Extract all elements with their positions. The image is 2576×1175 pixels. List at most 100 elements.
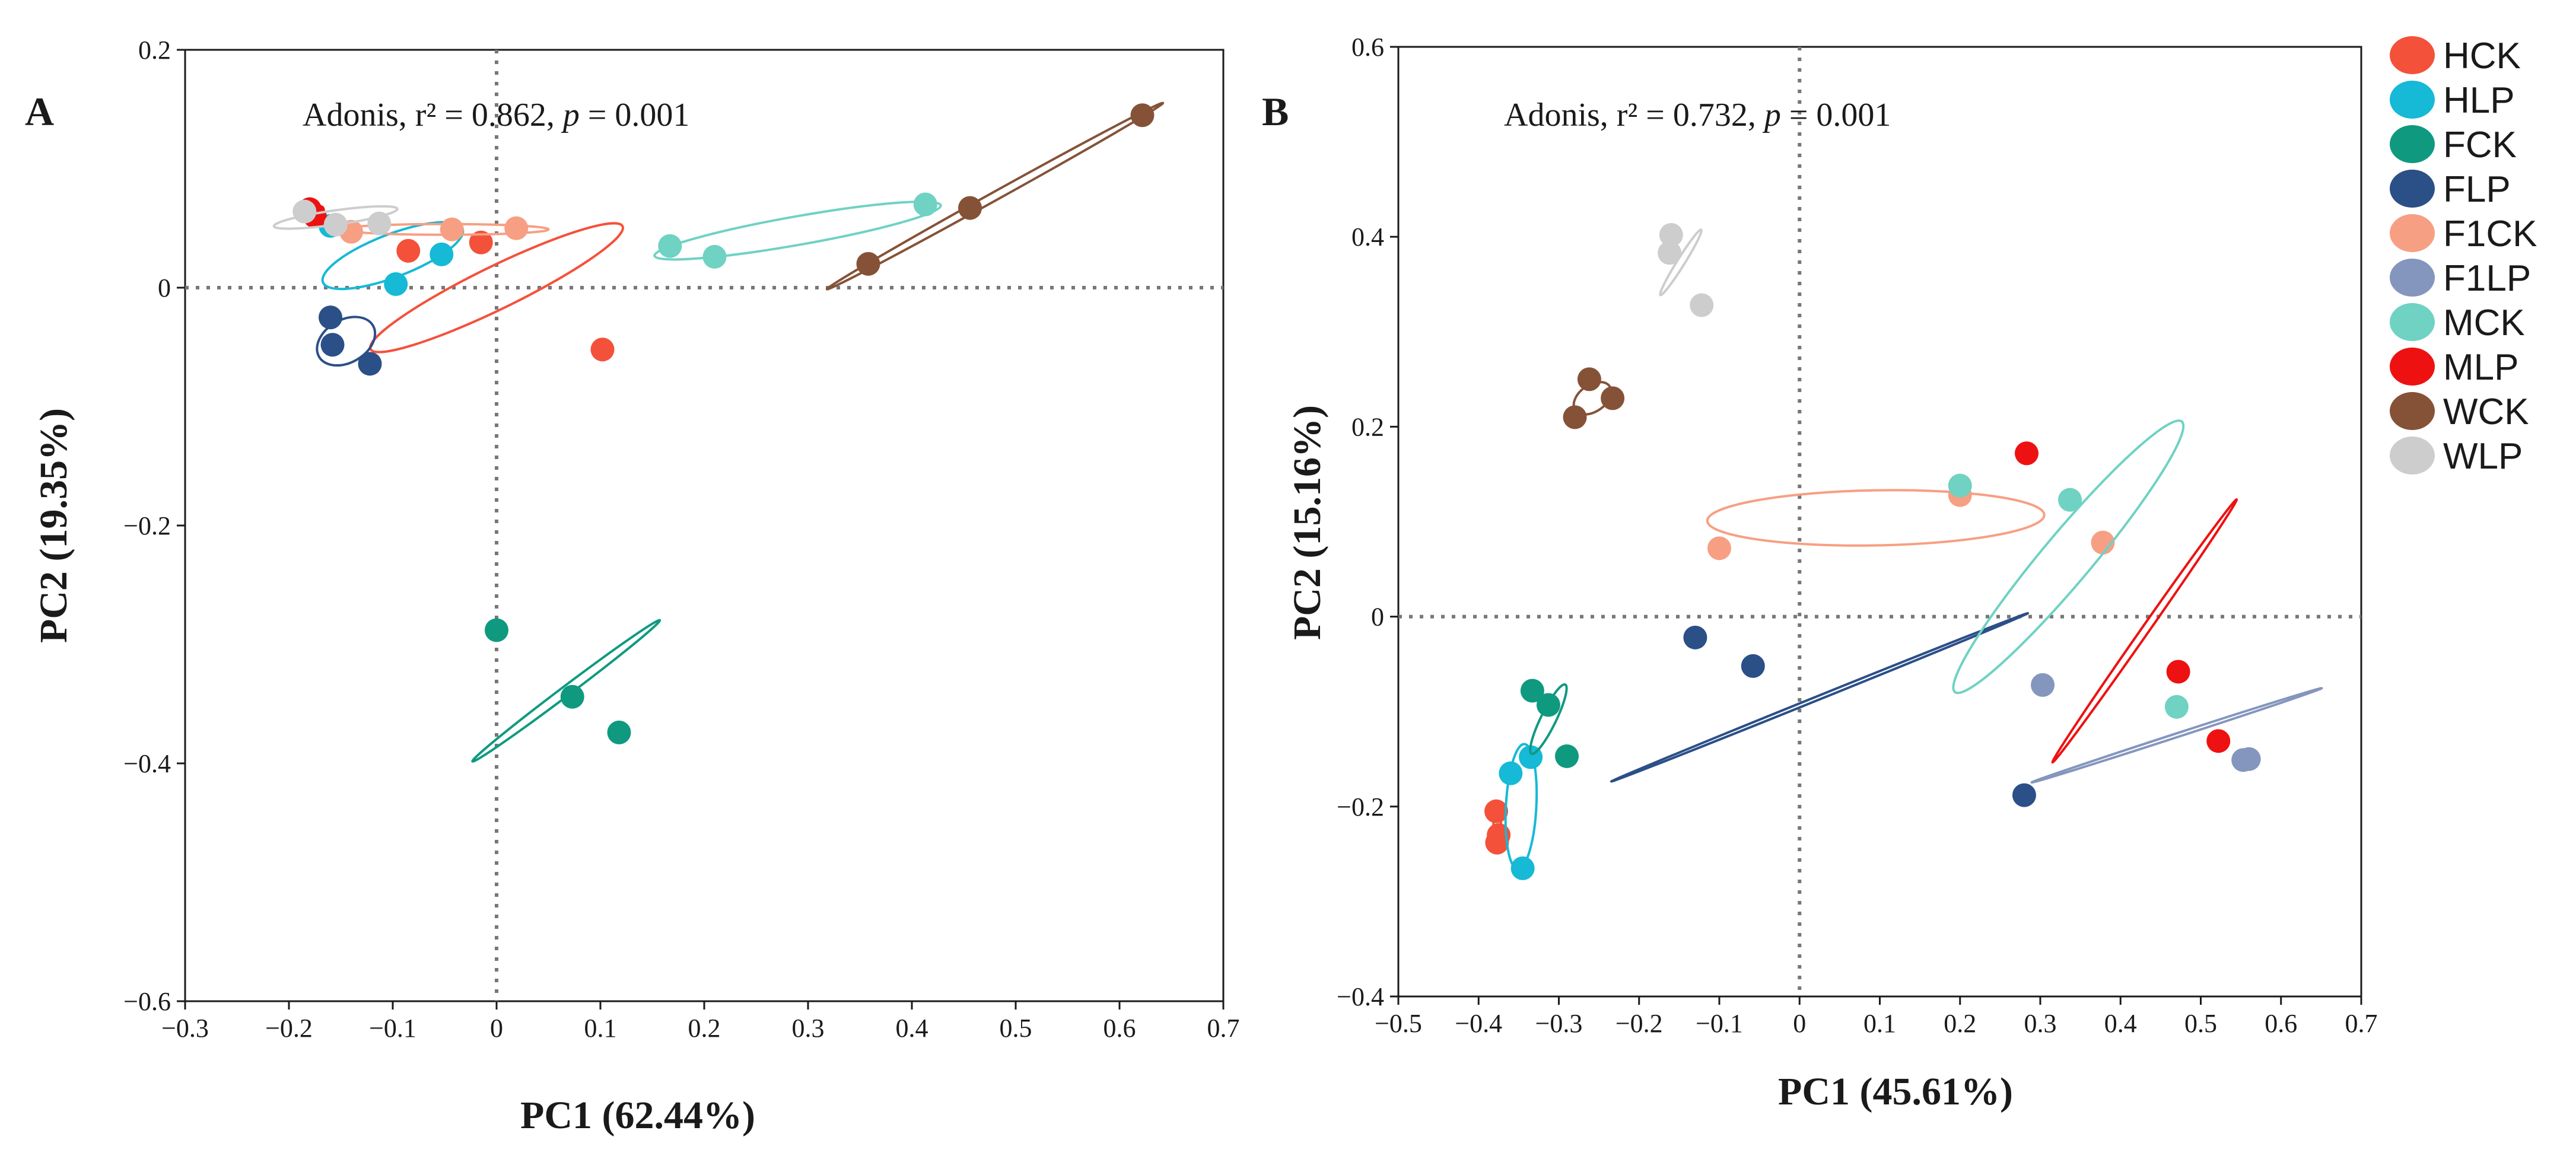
panel-a: −0.3 −0.2 −0.1 0 0.1 0.2 0.3 0.4 0.5 0.6 0.7 0.2 0 −0… [25,36,1240,1137]
data-point-wlp [323,212,348,237]
x-tick-label: −0.2 [265,1014,313,1043]
data-point-mck [1948,473,1972,498]
y-tick-label: −0.2 [123,511,171,540]
y-tick-label: −0.2 [1337,792,1384,821]
data-point-f1ck [504,216,529,240]
legend-label-wlp: WLP [2443,436,2523,477]
series-wlp [1658,222,1714,317]
y-tick-label: −0.6 [123,987,171,1016]
data-point-fck [560,684,584,709]
legend-marker-flp [2390,170,2435,208]
confidence-ellipse-mck [1952,419,2185,695]
data-point-flp [1683,625,1707,649]
panel-letter: A [25,89,54,134]
confidence-ellipse-mlp [2051,498,2238,764]
data-point-mck [702,244,727,269]
legend-marker-mck [2390,303,2435,341]
adonis-annotation: Adonis, r² = 0.732, p = 0.001 [1504,97,1891,133]
series-mlp [2015,441,2238,764]
series-hck [1484,799,1511,855]
legend-marker-wck [2390,392,2435,430]
x-tick-label: 0 [1793,1009,1806,1038]
data-point-wlp [1658,241,1682,265]
x-tick-label: 0.3 [2024,1009,2057,1038]
data-point-mck [913,192,937,216]
data-point-flp [320,333,345,357]
data-point-flp [319,305,342,330]
y-tick-label: 0.2 [138,36,171,65]
x-tick-label: 0.1 [1863,1009,1896,1038]
x-tick-label: 0.1 [584,1014,617,1043]
x-tick-label: −0.3 [161,1014,209,1043]
annotation-suffix: = 0.001 [580,97,690,133]
legend-marker-f1ck [2390,214,2435,252]
series-hck [369,222,624,362]
data-point-fck [1536,693,1560,717]
y-tick-label: −0.4 [123,749,171,778]
data-point-mck [2058,488,2082,512]
data-point-hlp [1499,761,1523,785]
legend-marker-hlp [2390,81,2435,119]
legend-label-hlp: HLP [2443,80,2515,121]
confidence-ellipse-mck [653,200,942,261]
x-tick-label: −0.4 [1455,1009,1502,1038]
legend-label-fck: FCK [2443,125,2517,165]
x-tick-label: 0.6 [2265,1009,2297,1038]
x-tick-label: −0.2 [1615,1009,1663,1038]
x-tick-label: −0.3 [1535,1009,1583,1038]
y-tick-label: 0.2 [1351,412,1384,441]
y-tick-label: 0 [158,273,171,302]
data-point-wlp [1690,293,1714,317]
x-tick-label: −0.5 [1375,1009,1422,1038]
series-mck [1948,419,2189,719]
x-tick-label: 0 [490,1014,503,1043]
legend-label-flp: FLP [2443,169,2511,210]
data-point-hlp [1510,856,1535,880]
annotation-p: p [561,97,580,133]
x-tick-label: 0.3 [792,1014,825,1043]
data-point-hck [1484,799,1509,823]
legend-label-mck: MCK [2443,302,2525,343]
data-point-hck [1485,830,1509,855]
x-tick-label: 0.5 [2184,1009,2217,1038]
confidence-ellipse-f1lp [2030,687,2323,784]
data-point-flp [358,352,382,376]
data-point-mlp [2166,660,2190,684]
x-tick-label: 0.5 [1000,1014,1032,1043]
data-point-mck [2164,695,2189,719]
y-tick-label: 0.6 [1351,33,1384,62]
x-tick-label: 0.7 [1207,1014,1240,1043]
legend-label-hck: HCK [2443,36,2521,77]
y-tick-label: 0 [1371,603,1384,632]
data-point-mck [658,234,682,258]
x-axis-label: PC1 (62.44%) [520,1094,755,1137]
confidence-ellipse-fck [1529,683,1568,756]
series-wck [825,101,1165,291]
data-point-flp [1741,654,1765,678]
legend-marker-f1lp [2390,259,2435,297]
y-tick-label: 0.4 [1351,222,1384,251]
y-axis-label: PC2 (15.16%) [1286,405,1329,640]
legend-marker-wlp [2390,437,2435,475]
legend-marker-mlp [2390,348,2435,386]
data-point-fck [1555,744,1579,768]
data-point-wck [958,196,982,220]
confidence-ellipse-f1ck [1706,489,2046,547]
legend-label-wck: WCK [2443,391,2529,432]
data-point-hck [469,230,493,254]
data-point-f1lp [2237,747,2261,771]
data-point-wck [1130,103,1155,128]
data-point-flp [2012,783,2036,807]
data-point-f1lp [2031,673,2055,697]
series-wlp [272,199,399,237]
y-tick-label: −0.4 [1337,982,1384,1011]
x-tick-label: 0.7 [2345,1009,2378,1038]
series-mck [653,192,942,269]
data-point-wlp [292,199,317,224]
legend-label-f1lp: F1LP [2443,258,2531,299]
x-tick-label: −0.1 [1696,1009,1743,1038]
plot-frame [184,49,1225,1002]
legend-marker-fck [2390,125,2435,163]
x-tick-label: 0.2 [1944,1009,1976,1038]
